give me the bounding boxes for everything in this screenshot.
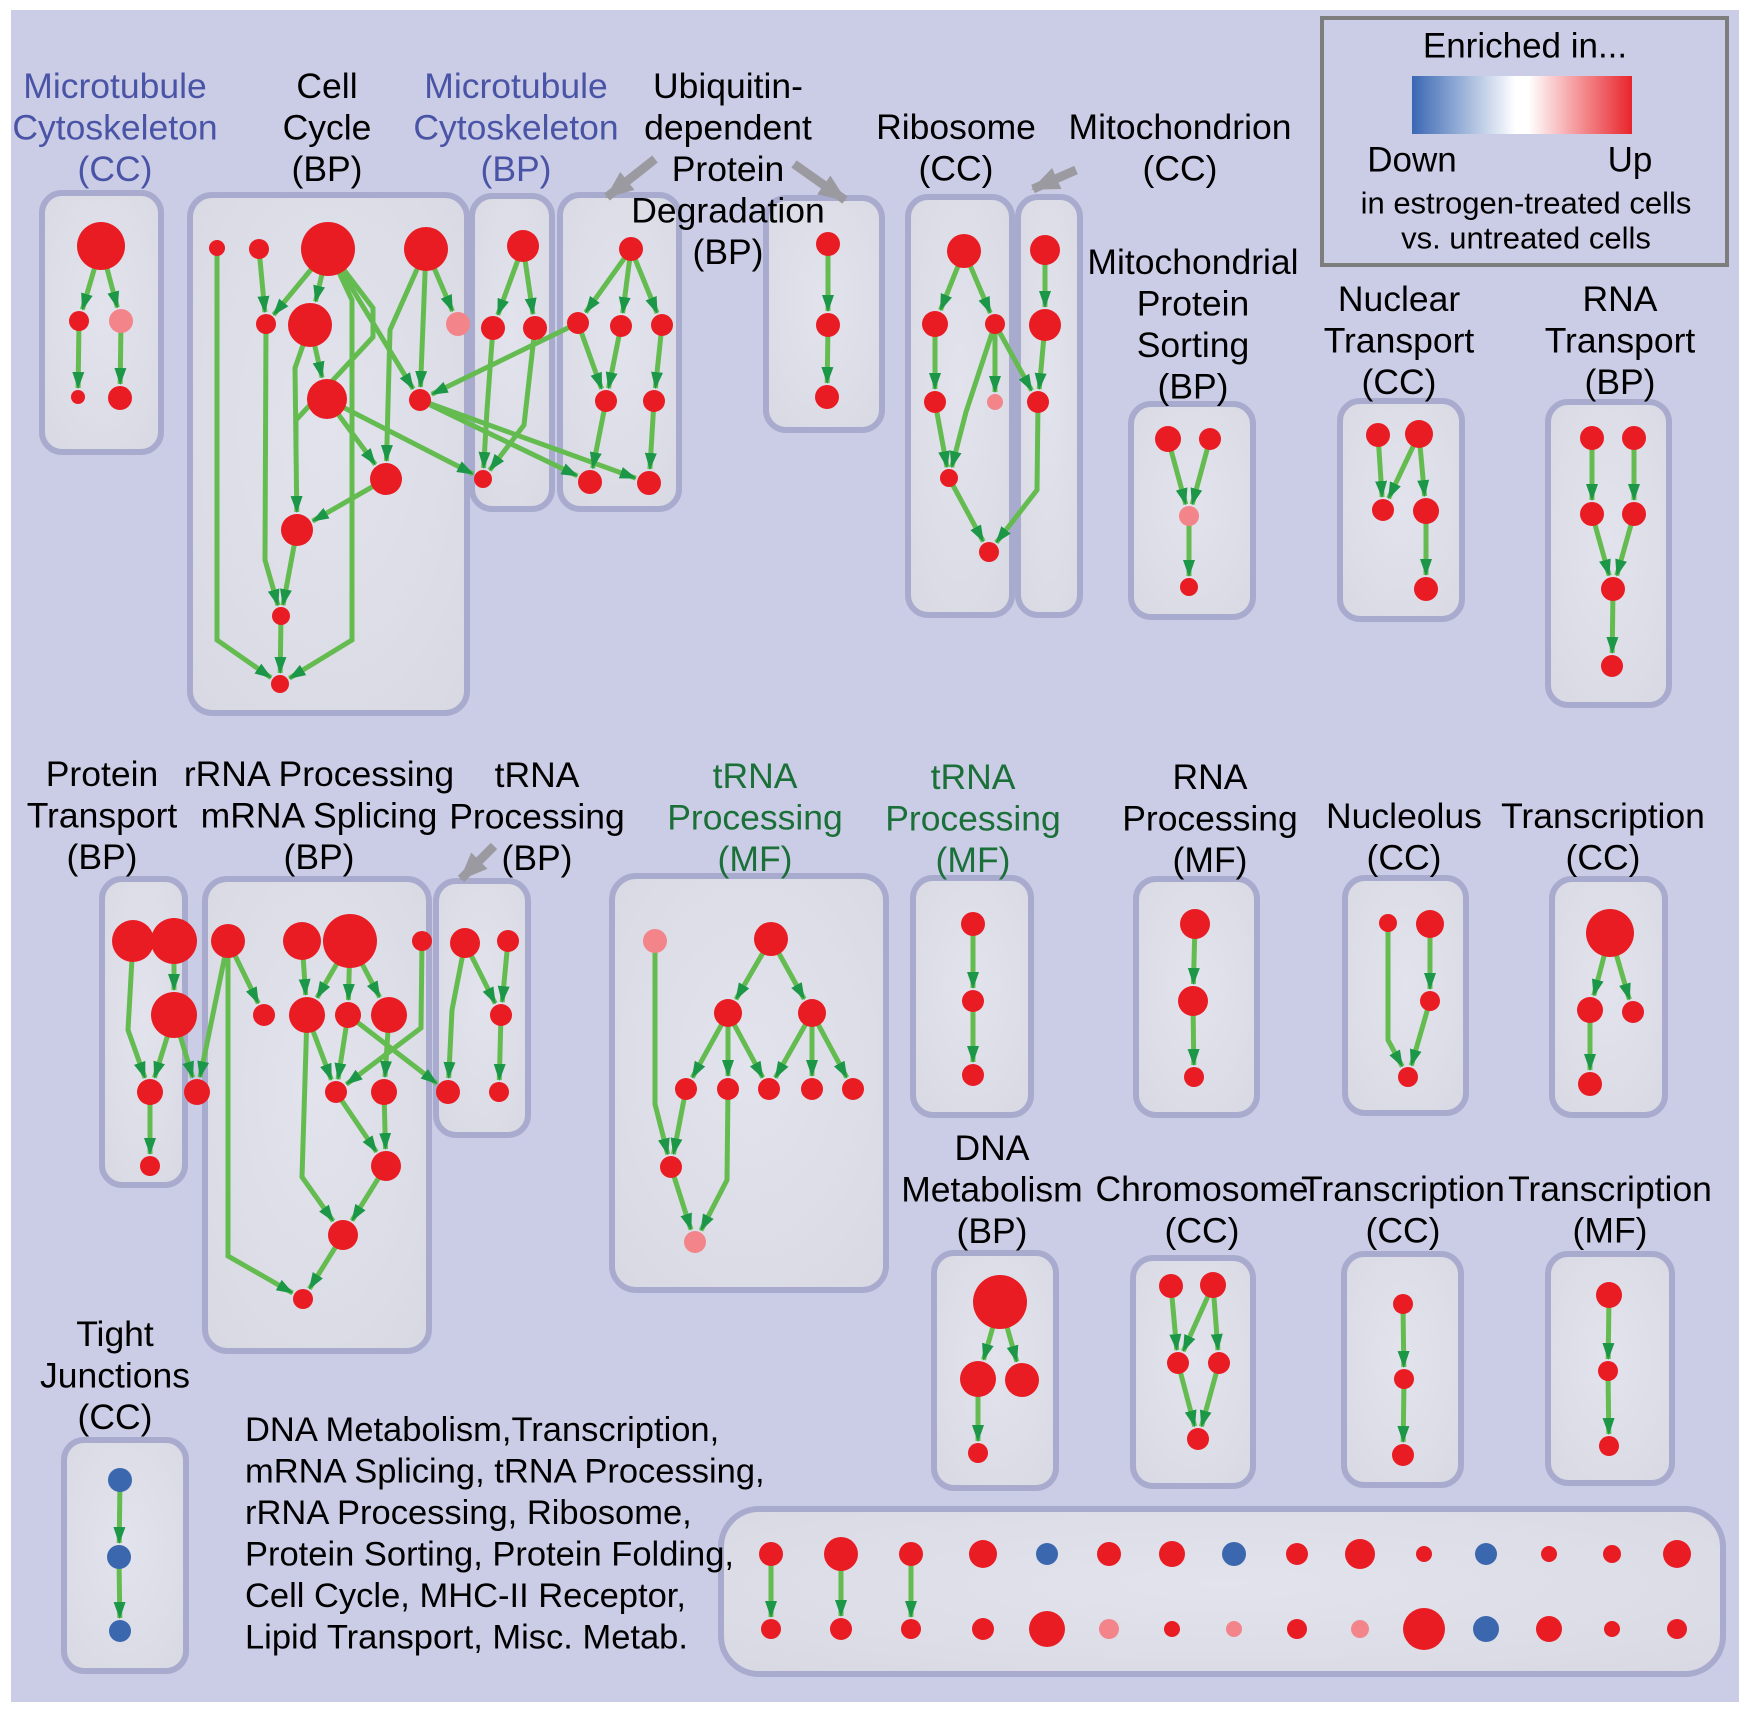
svg-text:Cycle: Cycle [283, 108, 372, 148]
svg-text:in estrogen-treated cells: in estrogen-treated cells [1361, 186, 1692, 221]
svg-text:mRNA Splicing, tRNA Processing: mRNA Splicing, tRNA Processing, [245, 1453, 765, 1491]
svg-text:(CC): (CC) [1362, 362, 1437, 402]
svg-text:Cell: Cell [296, 66, 357, 106]
svg-text:(BP): (BP) [1585, 362, 1656, 402]
svg-text:Protein: Protein [672, 149, 784, 189]
svg-text:tRNA: tRNA [495, 755, 580, 795]
svg-text:(MF): (MF) [718, 839, 793, 879]
svg-text:Transcription: Transcription [1301, 1169, 1505, 1209]
svg-text:Degradation: Degradation [631, 191, 824, 231]
svg-text:Metabolism: Metabolism [901, 1170, 1083, 1210]
svg-text:(BP): (BP) [502, 838, 573, 878]
svg-text:Microtubule: Microtubule [424, 66, 608, 106]
svg-text:(BP): (BP) [957, 1211, 1028, 1251]
svg-text:Processing: Processing [885, 799, 1061, 839]
svg-text:(CC): (CC) [1143, 149, 1218, 189]
svg-text:DNA Metabolism,Transcription,: DNA Metabolism,Transcription, [245, 1411, 719, 1449]
svg-text:(CC): (CC) [78, 1397, 153, 1437]
svg-text:(BP): (BP) [693, 232, 764, 272]
svg-text:Transport: Transport [1324, 321, 1475, 361]
svg-text:Mitochondrial: Mitochondrial [1087, 242, 1298, 282]
svg-text:Tight: Tight [76, 1314, 154, 1354]
svg-text:Processing: Processing [667, 798, 843, 838]
svg-text:(CC): (CC) [919, 149, 994, 189]
svg-text:(CC): (CC) [1165, 1211, 1240, 1251]
svg-text:(CC): (CC) [78, 149, 153, 189]
svg-text:Processing: Processing [449, 797, 625, 837]
svg-text:(CC): (CC) [1366, 1211, 1441, 1251]
svg-text:(BP): (BP) [284, 837, 355, 877]
svg-text:mRNA Splicing: mRNA Splicing [201, 796, 438, 836]
svg-text:(MF): (MF) [1573, 1211, 1648, 1251]
svg-text:Nuclear: Nuclear [1338, 279, 1461, 319]
svg-text:vs. untreated cells: vs. untreated cells [1401, 221, 1651, 256]
svg-text:Transcription: Transcription [1508, 1169, 1712, 1209]
svg-text:RNA: RNA [1583, 279, 1658, 319]
svg-text:Transport: Transport [27, 796, 178, 836]
svg-text:(CC): (CC) [1367, 838, 1442, 878]
svg-text:(MF): (MF) [1173, 840, 1248, 880]
svg-text:Cell Cycle, MHC-II Receptor,: Cell Cycle, MHC-II Receptor, [245, 1577, 686, 1615]
svg-text:Enriched in...: Enriched in... [1423, 27, 1627, 66]
svg-text:(BP): (BP) [67, 837, 138, 877]
svg-text:(MF): (MF) [936, 840, 1011, 880]
svg-text:Nucleolus: Nucleolus [1326, 796, 1482, 836]
svg-text:(BP): (BP) [292, 149, 363, 189]
svg-text:Protein: Protein [46, 754, 158, 794]
svg-text:tRNA: tRNA [713, 756, 798, 796]
svg-text:dependent: dependent [644, 108, 812, 148]
svg-text:Processing: Processing [1122, 799, 1298, 839]
svg-text:Mitochondrion: Mitochondrion [1069, 107, 1292, 147]
svg-text:tRNA: tRNA [931, 757, 1016, 797]
svg-text:Chromosome: Chromosome [1095, 1169, 1308, 1209]
svg-text:Ubiquitin-: Ubiquitin- [653, 66, 803, 106]
svg-text:Protein Sorting, Protein Foldi: Protein Sorting, Protein Folding, [245, 1536, 734, 1574]
svg-text:Up: Up [1608, 141, 1653, 180]
svg-text:Junctions: Junctions [40, 1356, 190, 1396]
svg-text:Down: Down [1367, 141, 1456, 180]
svg-text:Transcription: Transcription [1501, 796, 1705, 836]
svg-text:rRNA Processing, Ribosome,: rRNA Processing, Ribosome, [245, 1494, 692, 1532]
svg-text:Cytoskeleton: Cytoskeleton [12, 108, 217, 148]
svg-text:Sorting: Sorting [1137, 325, 1249, 365]
svg-text:(CC): (CC) [1566, 838, 1641, 878]
svg-text:Protein: Protein [1137, 284, 1249, 324]
svg-text:Lipid Transport, Misc. Metab.: Lipid Transport, Misc. Metab. [245, 1619, 688, 1657]
svg-text:RNA: RNA [1173, 757, 1248, 797]
svg-text:(BP): (BP) [1158, 367, 1229, 407]
svg-text:Cytoskeleton: Cytoskeleton [413, 108, 618, 148]
svg-text:Transport: Transport [1545, 321, 1696, 361]
svg-text:DNA: DNA [955, 1128, 1030, 1168]
svg-text:Ribosome: Ribosome [876, 107, 1036, 147]
svg-text:(BP): (BP) [481, 149, 552, 189]
svg-text:rRNA Processing: rRNA Processing [184, 754, 454, 794]
svg-text:Microtubule: Microtubule [23, 66, 207, 106]
